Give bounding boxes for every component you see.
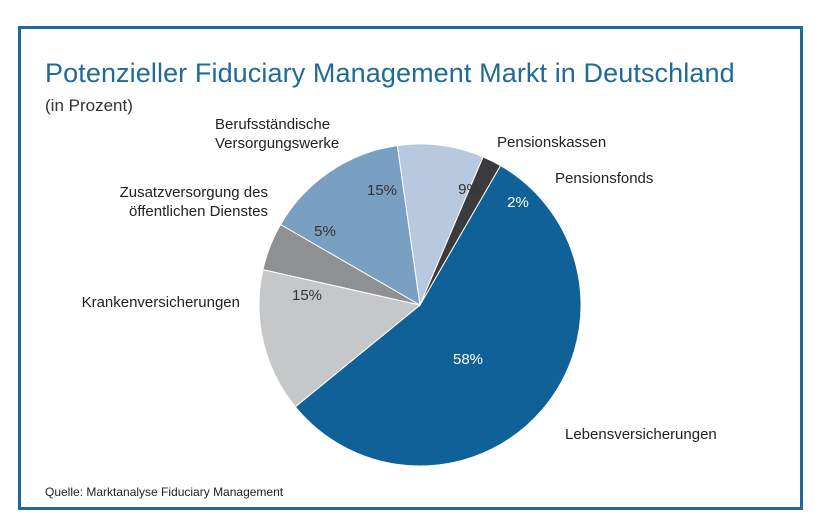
category-label-krankenversicherungen: Krankenversicherungen <box>82 294 240 311</box>
value-label-pensionsfonds: 2% <box>507 194 529 211</box>
category-label-lebensversicherungen: Lebensversicherungen <box>565 426 717 443</box>
category-label-zusatzversorgung-des-oeffentlichen-dienstes: Zusatzversorgung des öffentlichen Dienste… <box>120 184 268 220</box>
chart-title: Potenzieller Fiduciary Management Markt … <box>45 58 735 88</box>
pie-slice-pensionskassen <box>396 143 484 307</box>
value-label-pensionskassen: 9% <box>458 181 480 198</box>
value-label-zusatzversorgung-des-oeffentlichen-dienstes: 5% <box>314 223 336 240</box>
chart-subtitle: (in Prozent) <box>45 96 133 115</box>
pie-slice-lebensversicherungen <box>294 164 582 467</box>
pie-slice-berufsstaendische-versorgungswerke <box>279 145 421 306</box>
value-label-lebensversicherungen: 58% <box>453 351 483 368</box>
category-label-berufsstaendische-versorgungswerke: Berufsständische Versorgungswerke <box>215 116 339 152</box>
value-label-krankenversicherungen: 15% <box>292 287 322 304</box>
chart-frame <box>18 26 803 510</box>
category-label-pensionskassen: Pensionskassen <box>497 134 606 151</box>
value-label-berufsstaendische-versorgungswerke: 15% <box>367 182 397 199</box>
source-note: Quelle: Marktanalyse Fiduciary Managemen… <box>45 485 284 499</box>
pie-slice-pensionsfonds <box>419 156 502 306</box>
pie-slice-krankenversicherungen <box>258 269 422 408</box>
category-label-pensionsfonds: Pensionsfonds <box>555 170 653 187</box>
